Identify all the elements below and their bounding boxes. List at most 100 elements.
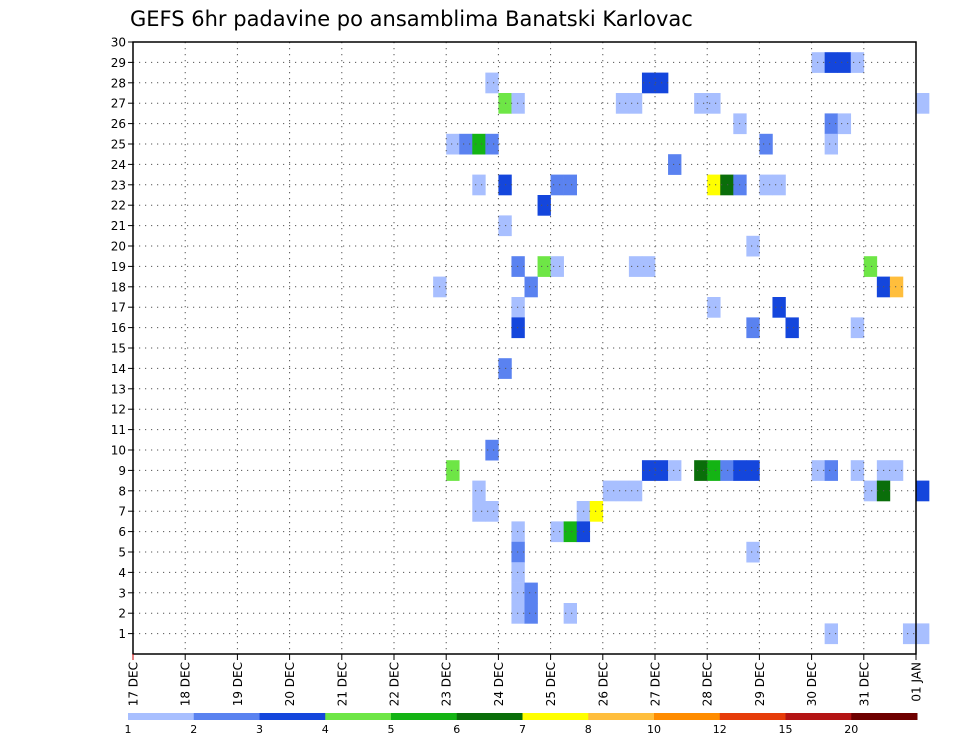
data-cell-12 bbox=[707, 93, 721, 114]
data-cell-47 bbox=[707, 297, 721, 318]
data-cell-22 bbox=[824, 133, 838, 155]
x-tick-label-3: 20 DEC bbox=[283, 662, 297, 706]
data-cell-26 bbox=[550, 174, 564, 196]
data-cell-88 bbox=[524, 582, 538, 604]
data-cell-35 bbox=[746, 235, 760, 257]
data-cell-92 bbox=[824, 623, 838, 645]
y-tick-label-5: 5 bbox=[118, 546, 126, 560]
legend-swatch-7 bbox=[522, 713, 589, 720]
legend-swatch-12 bbox=[851, 713, 918, 720]
data-cell-64 bbox=[811, 460, 825, 481]
data-cell-29 bbox=[720, 174, 734, 196]
y-tick-label-16: 16 bbox=[111, 321, 126, 335]
y-tick-label-23: 23 bbox=[111, 178, 126, 192]
x-tick-label-6: 23 DEC bbox=[440, 662, 454, 706]
y-tick-label-2: 2 bbox=[118, 607, 126, 621]
data-cell-63 bbox=[746, 460, 760, 481]
data-cell-19 bbox=[472, 133, 486, 155]
x-tick-label-8: 25 DEC bbox=[544, 662, 558, 706]
data-cell-32 bbox=[772, 174, 786, 196]
data-cell-60 bbox=[707, 460, 721, 481]
y-tick-label-3: 3 bbox=[118, 586, 126, 600]
data-cell-58 bbox=[668, 460, 682, 481]
legend-swatch-5 bbox=[391, 713, 458, 720]
legend-label-20: 20 bbox=[844, 723, 858, 736]
y-tick-label-19: 19 bbox=[111, 260, 126, 274]
data-cell-31 bbox=[759, 174, 773, 196]
data-cell-81 bbox=[550, 521, 564, 543]
data-cell-39 bbox=[628, 256, 643, 277]
x-tick-label-0: 17 DEC bbox=[127, 662, 141, 706]
x-tick-label-2: 19 DEC bbox=[231, 662, 245, 706]
data-cell-28 bbox=[707, 174, 721, 196]
data-cell-45 bbox=[889, 276, 904, 298]
y-tick-label-26: 26 bbox=[111, 117, 126, 131]
data-cell-91 bbox=[563, 603, 577, 624]
data-cell-56 bbox=[641, 460, 656, 481]
y-tick-label-25: 25 bbox=[111, 138, 126, 152]
y-tick-label-17: 17 bbox=[111, 301, 126, 315]
data-cell-51 bbox=[785, 317, 799, 339]
data-cell-5 bbox=[641, 72, 656, 94]
data-cell-38 bbox=[550, 256, 564, 277]
data-cell-4 bbox=[485, 72, 499, 94]
data-cell-20 bbox=[485, 133, 499, 155]
data-cell-66 bbox=[850, 460, 865, 481]
legend-label-7: 7 bbox=[519, 723, 526, 736]
y-axis: 1234567891011121314151617181920212223242… bbox=[111, 36, 133, 641]
data-cell-37 bbox=[537, 256, 551, 277]
data-cells bbox=[433, 52, 930, 645]
legend-swatch-11 bbox=[785, 713, 852, 720]
legend-label-8: 8 bbox=[585, 723, 592, 736]
legend-label-6: 6 bbox=[453, 723, 460, 736]
y-tick-label-20: 20 bbox=[111, 240, 126, 254]
data-cell-50 bbox=[746, 317, 760, 339]
data-cell-13 bbox=[916, 93, 930, 114]
legend-swatch-6 bbox=[456, 713, 523, 720]
data-cell-54 bbox=[485, 439, 499, 461]
data-cell-16 bbox=[837, 113, 852, 135]
data-cell-82 bbox=[563, 521, 577, 543]
y-tick-label-22: 22 bbox=[111, 199, 126, 213]
data-cell-94 bbox=[916, 623, 930, 645]
data-cell-11 bbox=[694, 93, 708, 114]
data-cell-17 bbox=[446, 133, 460, 155]
chart-title: GEFS 6hr padavine po ansamblima Banatski… bbox=[130, 7, 693, 31]
x-tick-label-5: 22 DEC bbox=[388, 662, 402, 706]
data-cell-2 bbox=[837, 52, 852, 73]
data-cell-41 bbox=[863, 256, 878, 277]
legend-swatch-2 bbox=[193, 713, 260, 720]
legend-label-2: 2 bbox=[190, 723, 197, 736]
legend-label-4: 4 bbox=[322, 723, 329, 736]
data-cell-70 bbox=[602, 480, 617, 502]
data-cell-27 bbox=[563, 174, 577, 196]
x-tick-label-4: 21 DEC bbox=[335, 662, 349, 706]
data-cell-3 bbox=[850, 52, 865, 73]
data-cell-71 bbox=[615, 480, 630, 502]
y-tick-label-14: 14 bbox=[111, 362, 126, 376]
legend-label-15: 15 bbox=[779, 723, 793, 736]
data-cell-55 bbox=[446, 460, 460, 481]
legend-label-10: 10 bbox=[647, 723, 661, 736]
data-cell-85 bbox=[746, 541, 760, 563]
y-tick-label-10: 10 bbox=[111, 444, 126, 458]
y-tick-label-11: 11 bbox=[111, 423, 126, 437]
y-tick-label-21: 21 bbox=[111, 219, 126, 233]
data-cell-93 bbox=[902, 623, 917, 645]
y-tick-label-4: 4 bbox=[118, 566, 126, 580]
y-tick-label-6: 6 bbox=[118, 525, 126, 539]
data-cell-75 bbox=[916, 480, 930, 502]
legend-label-12: 12 bbox=[713, 723, 727, 736]
y-tick-label-29: 29 bbox=[111, 56, 126, 70]
grid-lines bbox=[133, 42, 916, 654]
y-tick-label-13: 13 bbox=[111, 382, 126, 396]
data-cell-18 bbox=[459, 133, 473, 155]
data-cell-40 bbox=[641, 256, 656, 277]
data-cell-48 bbox=[772, 297, 786, 318]
color-legend: 1 2 3 4 5 6 7 8 10 12 15 20 bbox=[125, 713, 918, 736]
y-tick-label-15: 15 bbox=[111, 342, 126, 356]
y-tick-label-24: 24 bbox=[111, 158, 126, 172]
x-tick-label-1: 18 DEC bbox=[179, 662, 193, 706]
x-tick-label-14: 31 DEC bbox=[857, 662, 871, 706]
